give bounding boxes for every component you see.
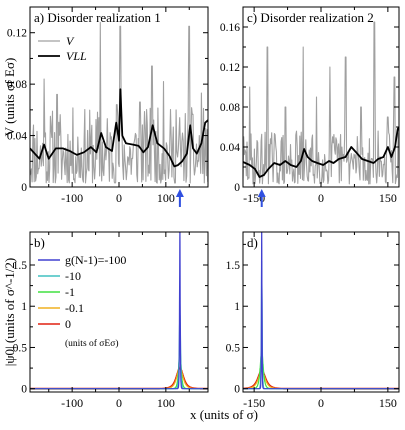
panel-a: -100 0 100 0 0.04 0.08 0.12 a) Disorder realiza… — [2, 6, 209, 207]
legend-label: -10 — [65, 269, 81, 283]
ytick-label: 0 — [21, 384, 27, 396]
ytick-label: 0.08 — [7, 79, 27, 91]
shared-xlabel: x (units of σ) — [190, 407, 258, 422]
series-V-line — [243, 21, 399, 185]
xtick-label: -150 — [243, 396, 265, 410]
ytick-label: 1 — [234, 301, 240, 313]
ytick-label: 0.16 — [220, 22, 240, 34]
legend-label: -1 — [65, 285, 75, 299]
legend-label: -0.1 — [65, 301, 84, 315]
panel-title-a: a) Disorder realization 1 — [34, 10, 161, 25]
legend-label: V — [66, 34, 75, 48]
panel-title-c: c) Disorder realization 2 — [247, 10, 374, 25]
ytick-label: 0.04 — [220, 142, 240, 154]
legend-label: g(N-1)=-100 — [65, 253, 126, 267]
series-VLL-line — [243, 126, 399, 178]
legend-units-note: (units of σEσ) — [65, 338, 119, 349]
ytick-label: 0 — [234, 384, 240, 396]
ytick-label: 0.12 — [220, 62, 240, 74]
series-g-10-line — [243, 260, 399, 390]
axes-frame-d — [242, 231, 400, 393]
position-arrow-head — [175, 189, 184, 197]
xtick-label: 150 — [379, 396, 397, 410]
ytick-label: 0.5 — [226, 342, 241, 354]
ylabel-psi: |ψ0| (units of σ^-1/2) — [2, 258, 17, 366]
xtick-label: 100 — [157, 396, 175, 410]
ytick-label: 1 — [21, 301, 27, 313]
panel-title-b: b) — [34, 235, 45, 250]
ytick-label: 0.5 — [13, 342, 28, 354]
ytick-label: 0 — [234, 182, 240, 194]
panel-title-d: d) — [247, 235, 258, 250]
ytick-label: 0 — [21, 182, 27, 194]
plot-area-a — [30, 21, 208, 184]
ytick-label: 0.08 — [220, 102, 240, 114]
position-arrow-head — [257, 189, 266, 197]
xtick-label: 150 — [379, 191, 397, 205]
xtick-label: 0 — [318, 191, 324, 205]
xtick-label: 100 — [157, 191, 175, 205]
ytick-label: 1.5 — [13, 260, 28, 272]
legend-label: VLL — [66, 49, 87, 63]
ytick-label: 0.04 — [7, 131, 27, 143]
xtick-label: 0 — [318, 396, 324, 410]
series-V-line — [30, 21, 208, 184]
xtick-label: -100 — [61, 396, 83, 410]
ytick-label: 1.5 — [226, 260, 241, 272]
ylabel-V: V (units of Eσ) — [2, 58, 17, 137]
ytick-label: 0.12 — [7, 28, 27, 40]
series-g-100-line — [243, 232, 399, 390]
plot-area-c — [243, 21, 399, 185]
legend-label: 0 — [65, 317, 71, 331]
xtick-label: 0 — [116, 396, 122, 410]
xtick-label: 0 — [116, 191, 122, 205]
series-VLL-line — [30, 88, 208, 168]
plot-area-d — [243, 232, 399, 390]
xtick-label: -100 — [61, 191, 83, 205]
